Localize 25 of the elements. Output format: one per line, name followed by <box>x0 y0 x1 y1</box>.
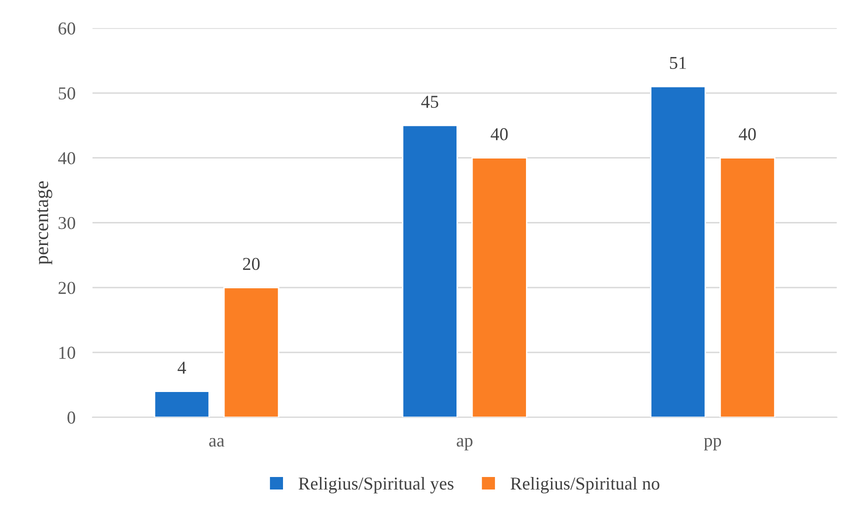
y-tick-label: 10 <box>59 346 76 359</box>
y-tick-label: 50 <box>58 87 76 100</box>
legend-label: Religius/Spiritual yes <box>298 476 454 494</box>
y-axis-title: percentage <box>37 181 52 265</box>
bar <box>650 86 706 418</box>
data-label: 40 <box>490 128 508 140</box>
data-label: 20 <box>243 258 260 270</box>
y-tick-label: 20 <box>58 282 76 294</box>
legend-label: Religius/Spiritual no <box>510 476 660 494</box>
y-tick-label: 30 <box>58 216 76 230</box>
x-tick-label: aa <box>209 438 224 447</box>
y-tick-label: 0 <box>68 412 76 424</box>
bar <box>223 286 280 418</box>
bar <box>719 157 776 418</box>
x-tick-label: ap <box>456 438 472 450</box>
data-label: 40 <box>738 128 756 140</box>
bar <box>154 390 210 418</box>
data-label: 51 <box>670 56 686 69</box>
x-tick-label: pp <box>704 438 722 450</box>
y-tick-label: 40 <box>58 152 76 164</box>
data-label: 45 <box>421 96 438 108</box>
y-tick-label: 60 <box>58 22 76 35</box>
data-label: 4 <box>178 362 186 374</box>
bar <box>402 124 458 418</box>
bar <box>471 157 528 418</box>
